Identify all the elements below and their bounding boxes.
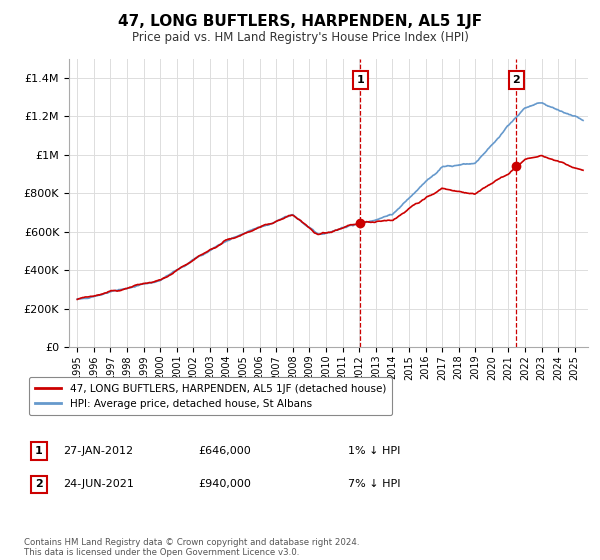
Text: 1: 1 [35, 446, 43, 456]
Text: £940,000: £940,000 [198, 479, 251, 489]
Text: 1% ↓ HPI: 1% ↓ HPI [348, 446, 400, 456]
Text: 2: 2 [35, 479, 43, 489]
Text: Contains HM Land Registry data © Crown copyright and database right 2024.
This d: Contains HM Land Registry data © Crown c… [24, 538, 359, 557]
Text: Price paid vs. HM Land Registry's House Price Index (HPI): Price paid vs. HM Land Registry's House … [131, 31, 469, 44]
Text: 1: 1 [356, 75, 364, 85]
Text: 2: 2 [512, 75, 520, 85]
Legend: 47, LONG BUFTLERS, HARPENDEN, AL5 1JF (detached house), HPI: Average price, deta: 47, LONG BUFTLERS, HARPENDEN, AL5 1JF (d… [29, 377, 392, 415]
Text: 47, LONG BUFTLERS, HARPENDEN, AL5 1JF: 47, LONG BUFTLERS, HARPENDEN, AL5 1JF [118, 14, 482, 29]
Text: £646,000: £646,000 [198, 446, 251, 456]
Text: 27-JAN-2012: 27-JAN-2012 [63, 446, 133, 456]
Text: 7% ↓ HPI: 7% ↓ HPI [348, 479, 401, 489]
Text: 24-JUN-2021: 24-JUN-2021 [63, 479, 134, 489]
